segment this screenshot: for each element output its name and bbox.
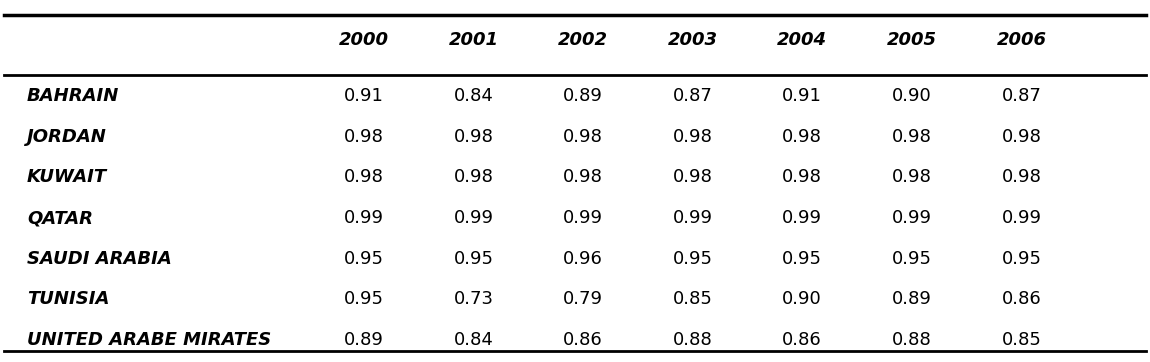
Text: 0.98: 0.98 — [1002, 128, 1042, 146]
Text: 0.90: 0.90 — [892, 87, 932, 105]
Text: 0.95: 0.95 — [344, 290, 384, 308]
Text: 0.98: 0.98 — [1002, 168, 1042, 186]
Text: 0.87: 0.87 — [1002, 87, 1042, 105]
Text: 0.90: 0.90 — [782, 290, 822, 308]
Text: 0.99: 0.99 — [891, 209, 932, 227]
Text: 0.79: 0.79 — [564, 290, 603, 308]
Text: 0.86: 0.86 — [564, 331, 603, 349]
Text: 0.98: 0.98 — [782, 168, 822, 186]
Text: SAUDI ARABIA: SAUDI ARABIA — [26, 250, 171, 268]
Text: 0.98: 0.98 — [344, 168, 384, 186]
Text: TUNISIA: TUNISIA — [26, 290, 109, 308]
Text: 0.99: 0.99 — [564, 209, 603, 227]
Text: 0.98: 0.98 — [453, 168, 493, 186]
Text: 0.98: 0.98 — [564, 128, 603, 146]
Text: 0.86: 0.86 — [782, 331, 822, 349]
Text: 0.85: 0.85 — [673, 290, 713, 308]
Text: 2001: 2001 — [448, 30, 498, 49]
Text: 0.88: 0.88 — [673, 331, 713, 349]
Text: 0.95: 0.95 — [1002, 250, 1042, 268]
Text: 0.98: 0.98 — [782, 128, 822, 146]
Text: 2005: 2005 — [887, 30, 937, 49]
Text: 0.91: 0.91 — [344, 87, 384, 105]
Text: 0.98: 0.98 — [892, 168, 932, 186]
Text: 0.73: 0.73 — [453, 290, 493, 308]
Text: 0.86: 0.86 — [1002, 290, 1041, 308]
Text: QATAR: QATAR — [26, 209, 93, 227]
Text: 0.99: 0.99 — [1002, 209, 1042, 227]
Text: 0.98: 0.98 — [673, 128, 713, 146]
Text: 2002: 2002 — [558, 30, 608, 49]
Text: 0.99: 0.99 — [453, 209, 493, 227]
Text: JORDAN: JORDAN — [26, 128, 107, 146]
Text: 0.89: 0.89 — [344, 331, 384, 349]
Text: 0.98: 0.98 — [673, 168, 713, 186]
Text: 0.95: 0.95 — [344, 250, 384, 268]
Text: 0.89: 0.89 — [564, 87, 603, 105]
Text: 0.85: 0.85 — [1002, 331, 1042, 349]
Text: 0.84: 0.84 — [453, 331, 493, 349]
Text: 0.99: 0.99 — [673, 209, 713, 227]
Text: 0.95: 0.95 — [673, 250, 713, 268]
Text: 0.89: 0.89 — [892, 290, 932, 308]
Text: 2000: 2000 — [339, 30, 389, 49]
Text: 0.98: 0.98 — [453, 128, 493, 146]
Text: 0.84: 0.84 — [453, 87, 493, 105]
Text: KUWAIT: KUWAIT — [26, 168, 107, 186]
Text: 2003: 2003 — [668, 30, 718, 49]
Text: 0.95: 0.95 — [891, 250, 932, 268]
Text: 2004: 2004 — [777, 30, 827, 49]
Text: 0.99: 0.99 — [782, 209, 822, 227]
Text: 0.95: 0.95 — [782, 250, 822, 268]
Text: 0.95: 0.95 — [453, 250, 493, 268]
Text: UNITED ARABE MIRATES: UNITED ARABE MIRATES — [26, 331, 271, 349]
Text: 0.88: 0.88 — [892, 331, 932, 349]
Text: 0.98: 0.98 — [564, 168, 603, 186]
Text: 0.98: 0.98 — [892, 128, 932, 146]
Text: 0.99: 0.99 — [344, 209, 384, 227]
Text: 0.98: 0.98 — [344, 128, 384, 146]
Text: 0.91: 0.91 — [782, 87, 822, 105]
Text: 0.87: 0.87 — [673, 87, 713, 105]
Text: 2006: 2006 — [996, 30, 1046, 49]
Text: BAHRAIN: BAHRAIN — [26, 87, 120, 105]
Text: 0.96: 0.96 — [564, 250, 603, 268]
